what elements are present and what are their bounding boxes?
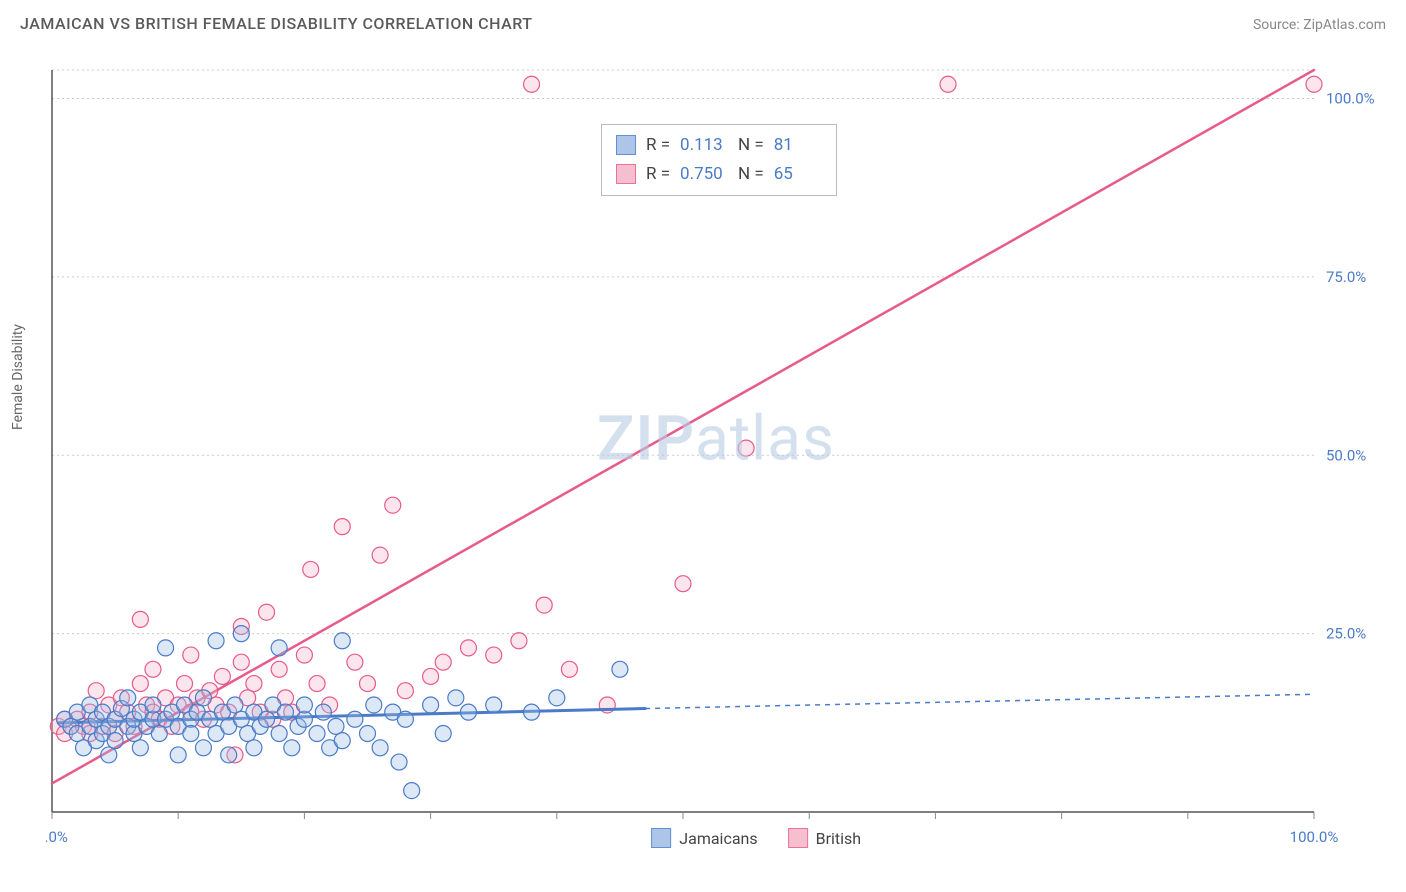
n-label: N =: [738, 160, 764, 189]
r-value-british: 0.750: [680, 160, 728, 189]
svg-text:75.0%: 75.0%: [1326, 268, 1366, 286]
n-value-jamaicans: 81: [774, 131, 822, 160]
stats-row-british: R = 0.750 N = 65: [616, 160, 822, 189]
n-value-british: 65: [774, 160, 822, 189]
r-label: R =: [646, 160, 670, 189]
chart-area: 0.0%100.0%25.0%50.0%75.0%100.0% ZIPatlas…: [46, 60, 1386, 850]
stats-row-jamaicans: R = 0.113 N = 81: [616, 131, 822, 160]
n-label: N =: [738, 131, 764, 160]
legend-swatch-icon: [651, 828, 671, 848]
legend-swatch-icon: [788, 828, 808, 848]
r-label: R =: [646, 131, 670, 160]
svg-text:25.0%: 25.0%: [1326, 625, 1366, 643]
chart-title: JAMAICAN VS BRITISH FEMALE DISABILITY CO…: [20, 14, 533, 33]
svg-text:100.0%: 100.0%: [1326, 90, 1375, 108]
svg-text:0.0%: 0.0%: [46, 828, 68, 846]
legend-label-jamaicans: Jamaicans: [679, 829, 757, 848]
bottom-legend: Jamaicans British: [651, 828, 861, 848]
source-label: Source: ZipAtlas.com: [1253, 17, 1386, 33]
legend-swatch-british: [616, 164, 636, 184]
svg-text:100.0%: 100.0%: [1290, 828, 1339, 846]
y-axis-label: Female Disability: [10, 324, 26, 430]
legend-item-british: British: [788, 828, 861, 848]
r-value-jamaicans: 0.113: [680, 131, 728, 160]
stats-legend-box: R = 0.113 N = 81 R = 0.750 N = 65: [601, 124, 837, 196]
legend-swatch-jamaicans: [616, 135, 636, 155]
svg-text:50.0%: 50.0%: [1326, 446, 1366, 464]
legend-label-british: British: [816, 829, 861, 848]
legend-item-jamaicans: Jamaicans: [651, 828, 757, 848]
